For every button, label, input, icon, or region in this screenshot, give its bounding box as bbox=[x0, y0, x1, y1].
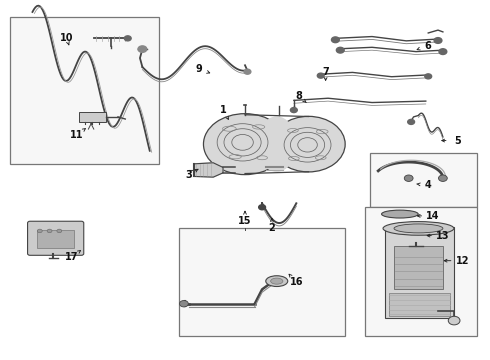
Text: 9: 9 bbox=[195, 64, 202, 74]
Circle shape bbox=[331, 37, 339, 42]
Bar bbox=[369, 153, 477, 207]
Ellipse shape bbox=[272, 116, 345, 172]
Text: 5: 5 bbox=[454, 136, 461, 145]
Ellipse shape bbox=[266, 276, 288, 287]
Bar bbox=[179, 228, 345, 336]
Text: 11: 11 bbox=[70, 130, 83, 140]
Text: 14: 14 bbox=[426, 211, 440, 221]
Text: 7: 7 bbox=[322, 67, 329, 77]
Text: 6: 6 bbox=[425, 41, 432, 50]
Circle shape bbox=[57, 229, 62, 233]
Bar bbox=[389, 293, 450, 316]
Circle shape bbox=[179, 301, 188, 307]
Circle shape bbox=[318, 73, 324, 78]
Circle shape bbox=[259, 205, 266, 210]
Bar bbox=[365, 207, 477, 336]
Bar bbox=[37, 230, 74, 248]
Circle shape bbox=[439, 49, 447, 54]
FancyBboxPatch shape bbox=[27, 221, 84, 255]
Circle shape bbox=[448, 316, 460, 325]
Ellipse shape bbox=[394, 224, 443, 233]
Circle shape bbox=[47, 229, 52, 233]
Ellipse shape bbox=[203, 114, 287, 175]
Circle shape bbox=[291, 108, 297, 113]
Text: 4: 4 bbox=[425, 180, 432, 190]
Circle shape bbox=[336, 47, 344, 53]
Circle shape bbox=[434, 38, 442, 43]
Text: 17: 17 bbox=[65, 252, 78, 262]
Text: 13: 13 bbox=[436, 231, 450, 240]
Text: 2: 2 bbox=[269, 224, 275, 233]
Polygon shape bbox=[194, 163, 223, 177]
Ellipse shape bbox=[257, 116, 296, 172]
Text: 1: 1 bbox=[220, 105, 226, 115]
Ellipse shape bbox=[270, 278, 283, 284]
Text: 12: 12 bbox=[456, 256, 469, 266]
Circle shape bbox=[37, 229, 42, 233]
Text: 10: 10 bbox=[60, 33, 74, 43]
Ellipse shape bbox=[382, 210, 418, 218]
Circle shape bbox=[404, 175, 413, 181]
Text: 16: 16 bbox=[290, 277, 303, 287]
Circle shape bbox=[138, 46, 147, 52]
Circle shape bbox=[408, 120, 415, 125]
Bar bbox=[394, 246, 443, 289]
Text: 3: 3 bbox=[185, 170, 192, 180]
Circle shape bbox=[425, 74, 432, 79]
Circle shape bbox=[124, 36, 131, 41]
Text: 15: 15 bbox=[238, 216, 252, 226]
Ellipse shape bbox=[383, 222, 454, 235]
Circle shape bbox=[439, 175, 447, 181]
Bar bbox=[79, 112, 106, 122]
Text: 8: 8 bbox=[295, 91, 302, 101]
Bar bbox=[385, 226, 454, 318]
Bar bbox=[10, 17, 159, 164]
Circle shape bbox=[244, 69, 251, 74]
